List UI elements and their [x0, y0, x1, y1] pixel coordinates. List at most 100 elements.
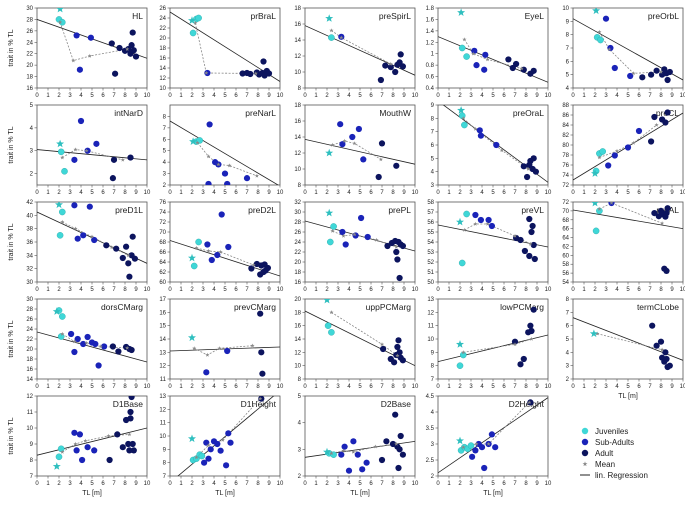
x-tick-label: 10 [545, 287, 552, 293]
x-tick-label: 1 [582, 384, 586, 390]
juvenile-point [592, 227, 600, 235]
x-tick-label: 8 [659, 287, 663, 293]
x-tick-label: 10 [680, 190, 685, 196]
y-tick-label: 18 [294, 103, 301, 109]
y-tick-label: 62 [159, 270, 166, 276]
adult-point [528, 228, 535, 236]
panel-pred2l: 60 62 64 66 68 70 72 74 76 0 1 2 3 4 5 6 7 8 9 10 preD2L [159, 200, 284, 293]
adult-point [258, 396, 265, 402]
subadult-legend-marker [581, 438, 589, 446]
mean-marker [352, 141, 357, 146]
y-tick-label: 51 [427, 270, 434, 276]
y-tick-label: 3 [566, 364, 570, 370]
y-tick-label: 32 [294, 200, 301, 206]
adult-point [662, 119, 669, 126]
y-tick-label: 72 [562, 200, 569, 206]
x-tick-label: 3 [469, 481, 473, 487]
reference-star [591, 169, 599, 177]
y-tick-label: 8 [163, 114, 167, 120]
x-tick-label: 5 [491, 384, 495, 390]
mean-marker [474, 441, 479, 446]
y-tick-label: 11 [428, 324, 435, 330]
y-tick-label: 7 [163, 126, 167, 132]
x-tick-label: 3 [68, 190, 72, 196]
x-tick-label: 4 [79, 287, 83, 293]
juvenile-point [328, 329, 335, 336]
adult-point [392, 68, 399, 76]
x-tick-label: 8 [123, 481, 127, 487]
mean-marker [597, 206, 602, 211]
juvenile-point [324, 322, 332, 329]
subadult-point [627, 72, 634, 80]
y-tick-label: 4 [431, 170, 435, 176]
x-tick-label: 7 [513, 190, 517, 196]
x-tick-label: 3 [201, 190, 205, 196]
adult-point [663, 355, 670, 363]
mean-marker [528, 241, 533, 246]
mean-marker [329, 28, 334, 33]
juvenile-point [57, 333, 65, 340]
panel-title: termCLobe [637, 302, 679, 312]
adult-point [116, 44, 123, 52]
adult-point [517, 361, 524, 368]
mean-path [463, 118, 529, 170]
y-tick-label: 60 [159, 280, 166, 286]
y-tick-label: 53 [427, 250, 434, 256]
y-tick-label: 40 [26, 213, 33, 219]
x-tick-label: 6 [637, 287, 641, 293]
x-tick-label: 6 [234, 481, 238, 487]
y-axis-label: trait in % TL [8, 126, 15, 163]
x-tick-label: 7 [245, 384, 249, 390]
x-tick-label: 0 [303, 481, 307, 487]
mean-marker [461, 445, 466, 449]
reference-star [325, 148, 334, 157]
y-tick-label: 22 [159, 26, 166, 32]
subadult-point [207, 446, 214, 453]
panel-title: MouthW [379, 108, 411, 118]
x-tick-label: 8 [123, 384, 127, 390]
juvenile-point [198, 452, 206, 460]
x-tick-label: 9 [535, 190, 539, 196]
y-tick-label: 2 [431, 474, 435, 480]
x-tick-label: 7 [648, 287, 652, 293]
x-tick-label: 5 [90, 190, 94, 196]
mean-marker [329, 451, 334, 456]
x-tick-label: 0 [436, 384, 440, 390]
x-tick-label: 3 [336, 93, 340, 99]
x-tick-label: 4 [212, 384, 216, 390]
panel-title: D2Base [381, 399, 412, 409]
panel-frame [36, 104, 148, 186]
subadult-point [602, 15, 610, 22]
adult-point [127, 415, 134, 422]
adult-point [378, 140, 386, 147]
x-tick-label: 5 [358, 384, 362, 390]
mean-marker [58, 20, 63, 25]
juvenile-legend-label: Juveniles [595, 427, 628, 436]
mean-marker [194, 455, 199, 460]
y-tick-label: 4 [298, 421, 302, 427]
x-tick-label: 9 [267, 190, 271, 196]
y-tick-label: 50 [427, 280, 434, 286]
adult-point [127, 408, 134, 416]
x-tick-label: 8 [391, 287, 395, 293]
juvenile-point [190, 262, 198, 270]
x-tick-label: 5 [223, 287, 227, 293]
regression-line [37, 427, 147, 456]
y-tick-label: 14 [26, 377, 33, 383]
y-tick-label: 70 [159, 230, 166, 236]
x-tick-label: 8 [256, 287, 260, 293]
reference-star [589, 329, 598, 338]
y-tick-label: 6 [163, 137, 167, 143]
subadult-legend-label: Sub-Adults [595, 438, 634, 447]
x-tick-label: 4 [480, 481, 484, 487]
x-tick-label: 0 [436, 481, 440, 487]
y-tick-label: 8 [431, 116, 435, 122]
x-tick-label: 2 [593, 190, 597, 196]
x-tick-label: 8 [256, 384, 260, 390]
x-tick-label: 1 [582, 93, 586, 99]
mean-marker [341, 233, 346, 238]
subadult-point [76, 66, 83, 73]
x-tick-label: 3 [469, 93, 473, 99]
x-tick-label: 7 [513, 93, 517, 99]
